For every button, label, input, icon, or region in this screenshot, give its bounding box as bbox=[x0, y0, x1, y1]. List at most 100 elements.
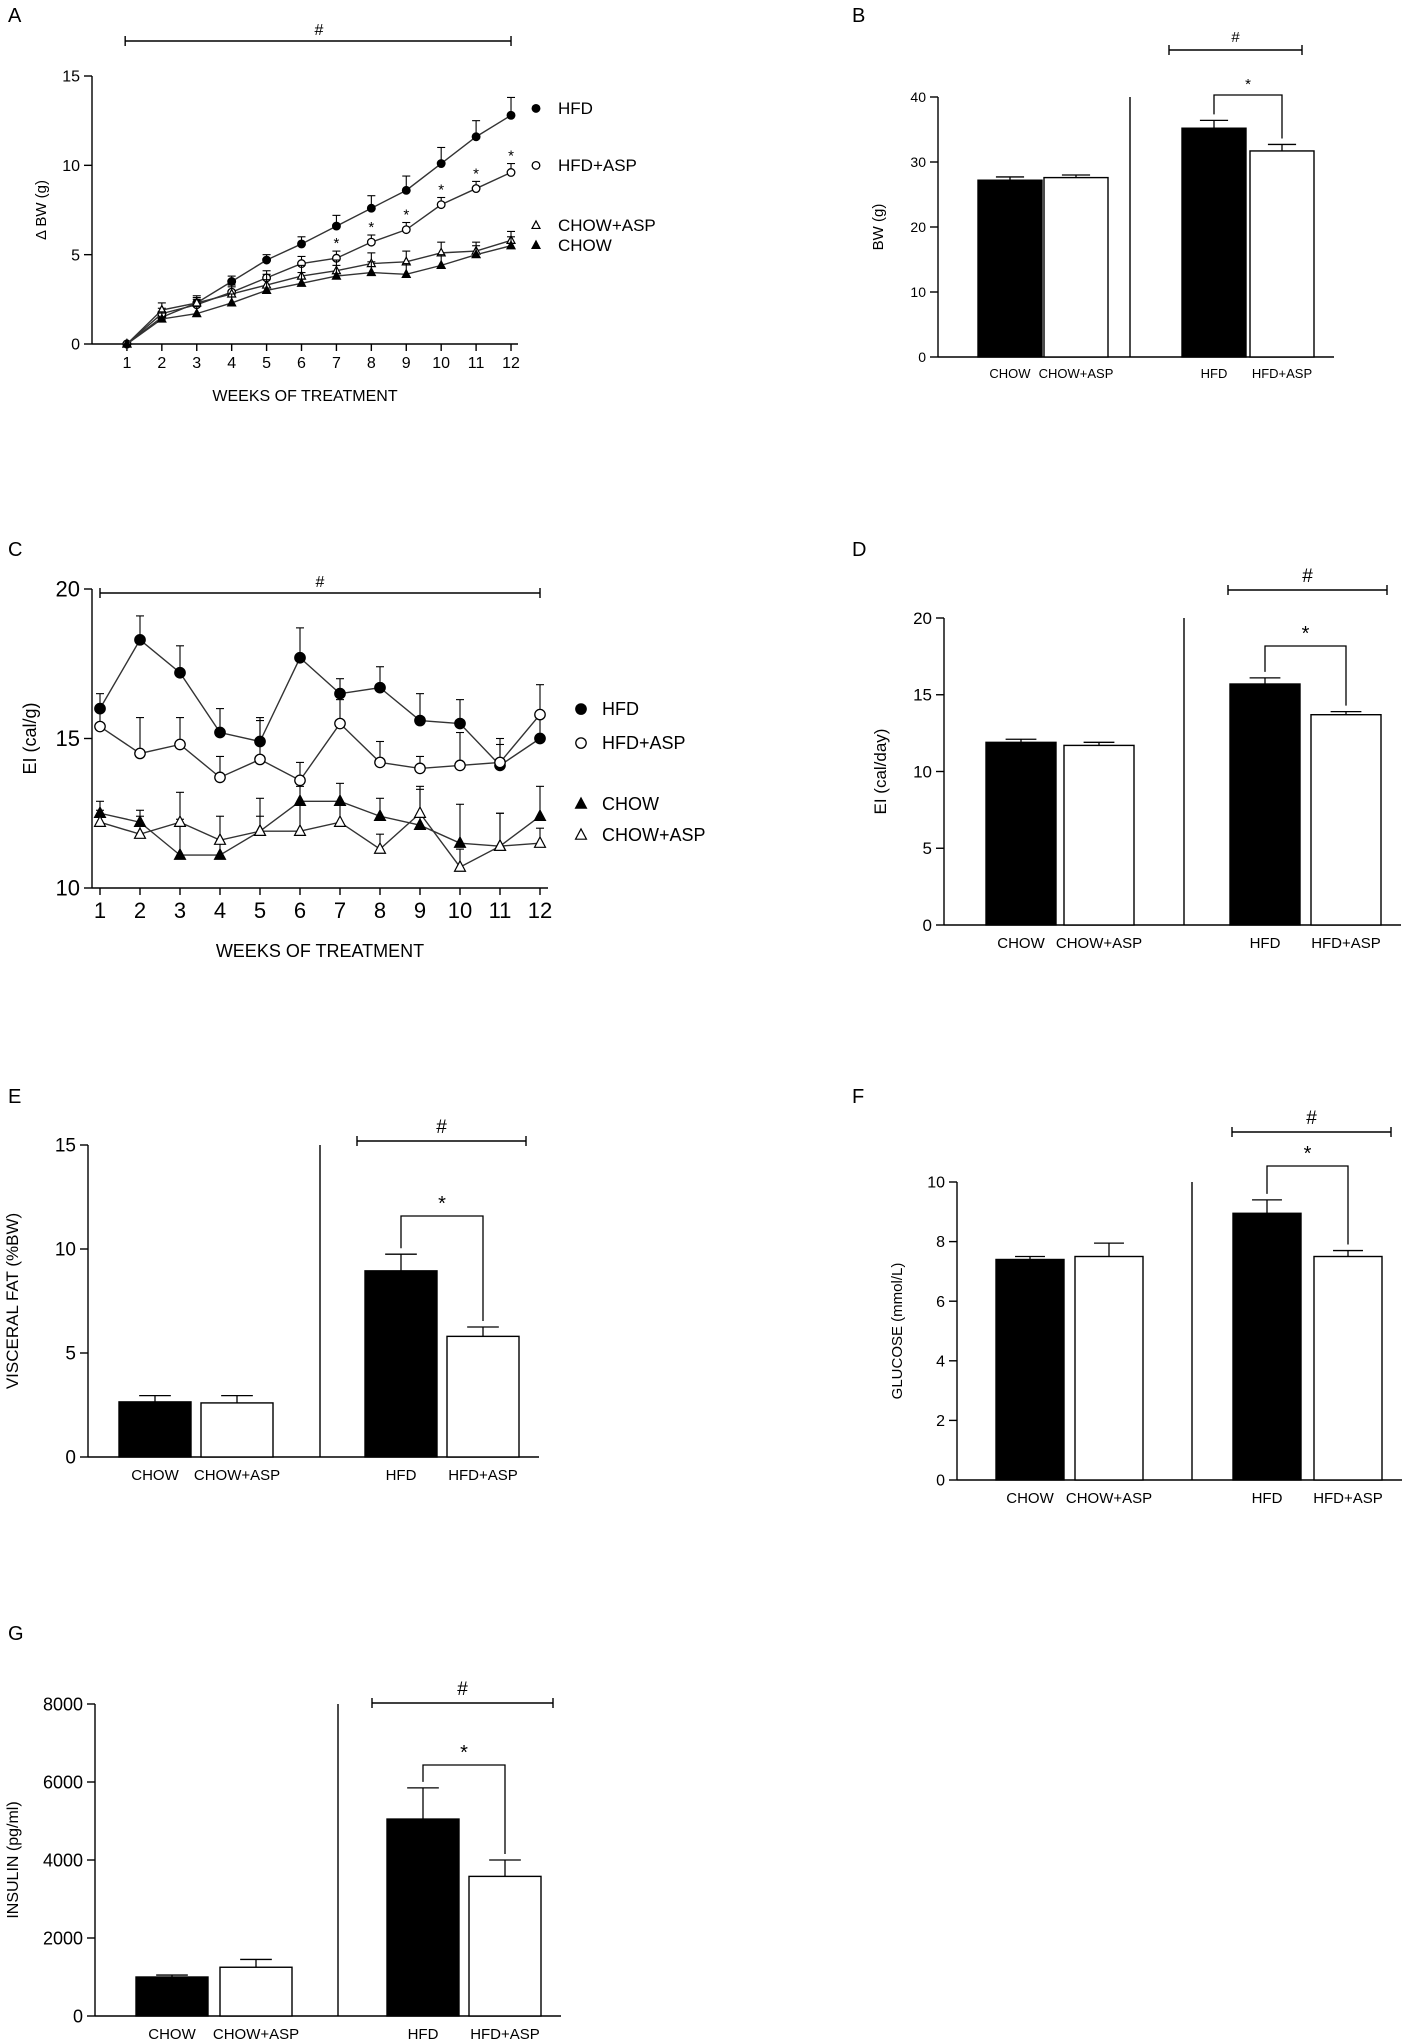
series-line bbox=[99, 812, 541, 868]
x-tick-label: 1 bbox=[94, 898, 106, 923]
data-point bbox=[471, 248, 482, 259]
y-tick-label: 0 bbox=[71, 337, 80, 354]
legend-marker bbox=[531, 219, 541, 230]
data-point bbox=[173, 814, 187, 827]
y-tick-label: 10 bbox=[910, 284, 926, 300]
category-label: HFD bbox=[1252, 1490, 1283, 1507]
y-tick-label: 40 bbox=[910, 89, 926, 105]
y-tick-label: 8000 bbox=[43, 1694, 83, 1714]
bar-hfd bbox=[386, 1818, 460, 2017]
y-tick-label: 5 bbox=[923, 839, 932, 858]
x-tick-label: 7 bbox=[334, 898, 346, 923]
hash-annotation: # bbox=[436, 1117, 447, 1138]
star-annotation: * bbox=[438, 181, 444, 198]
data-point bbox=[333, 814, 347, 827]
bar-chow bbox=[118, 1401, 192, 1458]
star-bracket bbox=[422, 1764, 506, 1854]
data-point bbox=[373, 841, 387, 854]
bar-chow bbox=[985, 741, 1057, 926]
data-point bbox=[331, 221, 341, 231]
bar-hfd bbox=[1229, 683, 1301, 926]
data-point bbox=[133, 826, 147, 839]
category-label: CHOW bbox=[148, 2026, 196, 2039]
category-label: HFD bbox=[408, 2026, 439, 2039]
bar-chow-plus-asp bbox=[200, 1402, 274, 1458]
y-tick-label: 6000 bbox=[43, 1772, 83, 1792]
series-chow-plus-asp bbox=[93, 788, 547, 872]
data-point bbox=[414, 714, 426, 727]
series-line bbox=[126, 245, 512, 345]
legend-label: HFD+ASP bbox=[558, 156, 637, 175]
y-tick-label: 6 bbox=[936, 1294, 945, 1311]
data-point bbox=[373, 808, 387, 821]
star-bracket bbox=[1266, 1165, 1349, 1245]
data-point bbox=[454, 717, 466, 730]
x-tick-label: 9 bbox=[402, 355, 411, 372]
y-tick-label: 2 bbox=[936, 1413, 945, 1430]
panel-letter: B bbox=[852, 5, 865, 27]
data-point bbox=[436, 259, 447, 270]
star-annotation: * bbox=[508, 148, 514, 165]
x-tick-label: 12 bbox=[528, 898, 552, 923]
data-point bbox=[413, 805, 427, 818]
star-annotation: * bbox=[334, 235, 340, 252]
data-point bbox=[227, 277, 237, 286]
hash-annotation: # bbox=[315, 22, 324, 39]
y-tick-label: 0 bbox=[65, 1448, 76, 1469]
x-axis-title: WEEKS OF TREATMENT bbox=[216, 941, 424, 961]
data-point bbox=[453, 835, 467, 848]
data-point bbox=[296, 277, 307, 287]
x-tick-label: 8 bbox=[367, 355, 376, 372]
y-tick-label: 5 bbox=[65, 1344, 76, 1365]
data-point bbox=[493, 838, 507, 851]
category-label: CHOW+ASP bbox=[1039, 366, 1114, 381]
category-label: HFD bbox=[1250, 935, 1281, 952]
data-point bbox=[533, 808, 547, 821]
legend-marker bbox=[575, 737, 587, 749]
bar-chow-plus-asp bbox=[1043, 176, 1109, 358]
series-chow-plus-asp bbox=[121, 230, 517, 348]
data-point bbox=[156, 313, 167, 323]
panel-letter: D bbox=[852, 539, 866, 561]
y-tick-label: 20 bbox=[56, 577, 80, 602]
legend-label: CHOW bbox=[558, 236, 612, 255]
category-label: HFD+ASP bbox=[1311, 935, 1381, 952]
y-tick-label: 0 bbox=[73, 2006, 83, 2026]
panel-letter: G bbox=[8, 1623, 24, 1645]
y-tick-label: 0 bbox=[936, 1473, 945, 1490]
star-annotation: * bbox=[1304, 1143, 1312, 1165]
x-tick-label: 7 bbox=[332, 355, 341, 372]
x-tick-label: 2 bbox=[157, 355, 166, 372]
bar-chow-plus-asp bbox=[1063, 744, 1135, 926]
x-tick-label: 4 bbox=[214, 898, 226, 923]
data-point bbox=[173, 847, 187, 860]
data-point bbox=[506, 168, 516, 177]
data-point bbox=[174, 738, 186, 751]
category-label: CHOW bbox=[989, 366, 1031, 381]
x-tick-label: 9 bbox=[414, 898, 426, 923]
panel-letter: C bbox=[8, 539, 22, 561]
data-point bbox=[366, 266, 377, 277]
y-tick-label: 8 bbox=[936, 1234, 945, 1251]
x-tick-label: 12 bbox=[502, 355, 520, 372]
legend-label: CHOW+ASP bbox=[602, 825, 706, 845]
panel-f: F 0 2 4 6 8 10 GLUCOSE (mmol/L) CHOW CHOW+ASP HFD H… bbox=[852, 1086, 1402, 1507]
y-axis-title: EI (cal/g) bbox=[20, 702, 40, 774]
data-point bbox=[213, 847, 227, 860]
series-hfd bbox=[122, 96, 516, 349]
panel-letter: A bbox=[8, 5, 22, 27]
series-line bbox=[99, 714, 541, 782]
data-point bbox=[374, 681, 386, 694]
y-tick-label: 0 bbox=[918, 349, 926, 365]
legend-marker bbox=[575, 703, 587, 715]
category-label: HFD+ASP bbox=[470, 2026, 540, 2039]
bar-hfd-plus-asp bbox=[446, 1335, 520, 1458]
bar-chow bbox=[995, 1258, 1065, 1481]
star-bracket bbox=[1213, 94, 1283, 139]
category-label: CHOW bbox=[1006, 1490, 1054, 1507]
data-point bbox=[293, 823, 307, 836]
series-line bbox=[126, 114, 512, 345]
y-axis-title: INSULIN (pg/ml) bbox=[5, 1801, 22, 1918]
panel-g: G 0 2000 4000 6000 8000 INSULIN (pg/ml) CHOW CHO… bbox=[5, 1623, 561, 2039]
category-label: HFD+ASP bbox=[1252, 366, 1312, 381]
